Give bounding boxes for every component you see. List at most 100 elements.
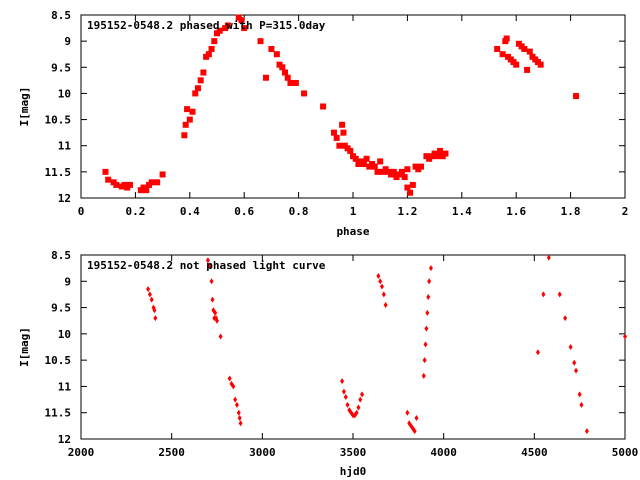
data-point: [421, 372, 426, 379]
data-point: [521, 45, 528, 52]
x-axis-label: hjd0: [340, 465, 367, 478]
data-point: [159, 171, 166, 178]
data-point: [336, 142, 343, 149]
y-tick-label: 10: [58, 87, 71, 100]
data-point: [405, 409, 410, 416]
data-point: [526, 48, 533, 55]
data-point: [398, 168, 405, 175]
data-point: [557, 291, 562, 298]
data-point: [535, 349, 540, 356]
data-point: [573, 93, 580, 100]
data-point: [284, 74, 291, 81]
data-point: [424, 325, 429, 332]
y-tick-label: 11: [58, 140, 72, 153]
data-point: [189, 108, 196, 115]
data-point: [273, 51, 280, 58]
phased-light-curve-panel: 0 0.2 0.4 0.6 0.8 1 1.2 1.4 1.6 1.8 2 8.5 9 9.5 10 10.5…: [18, 9, 628, 238]
data-point: [437, 147, 444, 154]
x-tick-label: 4000: [430, 446, 457, 459]
data-point: [209, 278, 214, 285]
data-point: [422, 357, 427, 364]
x-tick-label: 0.4: [180, 205, 200, 218]
data-point: [301, 90, 308, 97]
data-point: [292, 79, 299, 86]
data-point: [208, 45, 215, 52]
data-point: [186, 116, 193, 123]
data-point: [347, 147, 354, 154]
data-point: [330, 129, 337, 136]
data-point: [340, 129, 347, 136]
y-axis-label: I[mag]: [18, 327, 31, 367]
data-point: [227, 375, 232, 382]
data-point: [105, 176, 112, 183]
data-point: [423, 341, 428, 348]
plot-frame: [80, 254, 626, 440]
data-point: [153, 315, 158, 322]
data-point: [339, 121, 346, 128]
data-point: [380, 283, 385, 290]
data-point: [236, 409, 241, 416]
data-point: [401, 174, 408, 181]
x-tick-label: 1.4: [452, 205, 472, 218]
data-point: [409, 181, 416, 188]
data-point: [503, 35, 510, 42]
data-point: [215, 317, 219, 324]
data-point: [360, 161, 367, 168]
data-point: [356, 404, 361, 411]
data-point: [234, 401, 239, 408]
data-point: [282, 69, 288, 76]
x-tick-label: 0.8: [289, 205, 309, 218]
y-tick-label: 9: [64, 35, 71, 48]
y-tick-label: 10.5: [45, 114, 72, 127]
data-point: [205, 257, 210, 264]
data-point: [152, 307, 157, 314]
data-series: [146, 254, 627, 435]
data-point: [241, 25, 248, 32]
data-point: [383, 301, 388, 308]
data-point: [345, 401, 350, 408]
data-point: [340, 378, 345, 385]
x-tick-label: 0: [78, 205, 85, 218]
data-point: [354, 409, 359, 416]
data-point: [218, 333, 223, 340]
data-point: [579, 401, 584, 408]
data-point: [494, 45, 501, 52]
data-point: [207, 262, 212, 269]
y-tick-label: 11.5: [45, 407, 72, 420]
data-point: [211, 38, 218, 45]
x-axis-label: phase: [336, 225, 369, 238]
data-point: [377, 158, 384, 165]
data-point: [563, 315, 568, 322]
data-point: [428, 265, 433, 272]
x-tick-label: 1.6: [506, 205, 526, 218]
data-point: [381, 291, 386, 298]
y-tick-label: 12: [58, 192, 71, 205]
data-point: [390, 168, 397, 175]
data-point: [102, 168, 109, 175]
data-point: [546, 254, 551, 261]
data-point: [238, 420, 243, 427]
x-tick-label: 5000: [612, 446, 639, 459]
data-point: [194, 85, 201, 92]
chart-title: 195152-0548.2 phased with P=315.0day: [87, 19, 326, 32]
x-tick-label: 2500: [158, 446, 185, 459]
data-point: [360, 391, 365, 398]
data-point: [352, 155, 359, 162]
data-point: [623, 333, 627, 340]
data-point: [572, 359, 577, 366]
data-point: [584, 428, 589, 435]
data-point: [404, 166, 411, 173]
data-point: [524, 66, 531, 73]
x-tick-label: 2: [622, 205, 629, 218]
data-point: [407, 189, 414, 196]
data-point: [425, 309, 430, 316]
data-point: [320, 103, 327, 110]
data-point: [268, 45, 275, 52]
data-point: [358, 396, 363, 403]
unphased-light-curve-panel: 2000 2500 3000 3500 4000 4500 5000 8.5 9 9.5 10 10.…: [18, 249, 638, 478]
data-point: [442, 150, 449, 157]
data-point: [363, 155, 370, 162]
data-point: [568, 344, 573, 350]
data-point: [374, 168, 381, 175]
